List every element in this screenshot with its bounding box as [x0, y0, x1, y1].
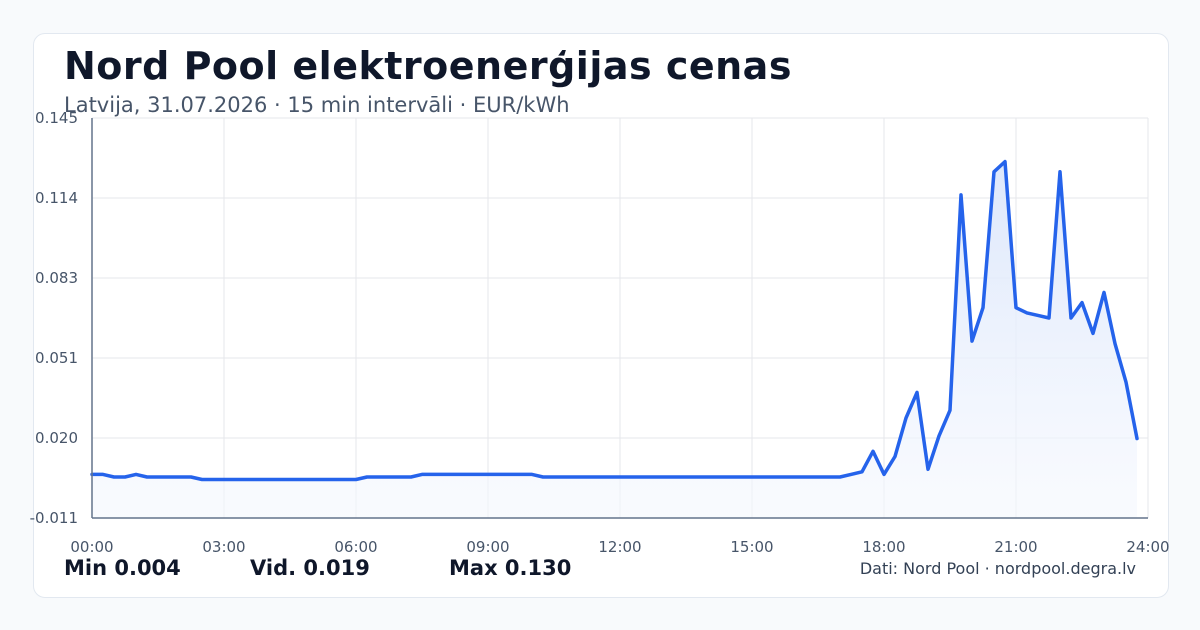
chart-title: Nord Pool elektroenerģijas cenas — [64, 44, 792, 88]
x-tick-label: 09:00 — [466, 538, 509, 556]
x-tick-label: 00:00 — [70, 538, 113, 556]
x-tick-labels: 00:00 03:00 06:00 09:00 12:00 15:00 18:00 21:00… — [70, 538, 1169, 556]
x-tick-label: 06:00 — [334, 538, 377, 556]
chart-subtitle: Latvija, 31.07.2026 · 15 min intervāli ·… — [64, 93, 570, 117]
price-line — [90, 159, 1139, 482]
x-tick-label: 15:00 — [730, 538, 773, 556]
data-source: Dati: Nord Pool · nordpool.degra.lv — [859, 559, 1136, 578]
y-tick-labels: -0.011 0.020 0.051 0.083 0.114 0.145 — [30, 109, 78, 527]
x-tick-label: 21:00 — [994, 538, 1037, 556]
stat-max: Max 0.130 — [449, 556, 572, 580]
y-tick-label: 0.051 — [35, 349, 78, 367]
y-tick-label: 0.145 — [35, 109, 78, 127]
x-tick-label: 03:00 — [202, 538, 245, 556]
x-tick-label: 12:00 — [598, 538, 641, 556]
x-tick-label: 18:00 — [862, 538, 905, 556]
y-tick-label: 0.083 — [35, 269, 78, 287]
y-tick-label: -0.011 — [30, 509, 78, 527]
y-tick-label: 0.114 — [35, 189, 78, 207]
stat-average: Vid. 0.019 — [250, 556, 370, 580]
y-tick-label: 0.020 — [35, 429, 78, 447]
stat-min: Min 0.004 — [64, 556, 181, 580]
axes — [91, 118, 1148, 519]
x-tick-label: 24:00 — [1126, 538, 1169, 556]
price-area-fill — [92, 161, 1137, 518]
